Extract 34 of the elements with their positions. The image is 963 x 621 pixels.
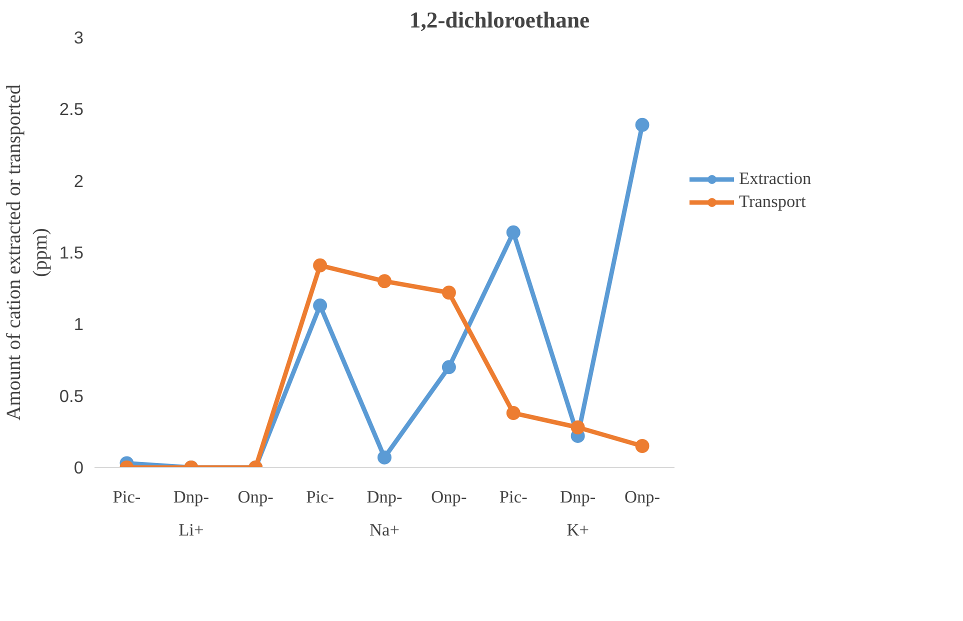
- point: [313, 258, 328, 272]
- point: [506, 225, 520, 240]
- y-tick-label: 0: [74, 458, 84, 478]
- point: [442, 286, 456, 300]
- point: [378, 450, 392, 464]
- point: [635, 118, 650, 132]
- x-tick-label: Onp-: [238, 488, 274, 506]
- x-tick-label: Onp-: [431, 488, 467, 506]
- legend-label: Transport: [739, 192, 806, 212]
- y-axis-title: Amount of cation extracted or transported (ppm): [3, 84, 52, 420]
- y-tick-label: 2: [74, 170, 84, 191]
- x-tick-label: Dnp-: [173, 488, 210, 506]
- text: Li+: [178, 520, 204, 540]
- text: Na+: [370, 520, 400, 540]
- x-tick-label: Dnp-: [366, 488, 403, 506]
- point: [506, 406, 520, 420]
- point: [635, 439, 650, 453]
- x-tick-label: Onp-: [624, 488, 660, 506]
- x-tick-label: Pic-: [112, 488, 141, 506]
- legend-label: Extraction: [739, 169, 812, 189]
- text: K+: [566, 520, 589, 540]
- y-tick-label: 2.5: [59, 99, 84, 120]
- y-tick-label: 3: [74, 28, 84, 48]
- point: [313, 298, 328, 313]
- x-tick-label: Dnp-: [560, 488, 596, 506]
- point: [570, 420, 585, 434]
- point: [378, 274, 392, 288]
- point: [442, 360, 456, 374]
- y-tick-label: 1: [74, 314, 84, 334]
- chart-title: 1,2-dichloroethane: [409, 8, 590, 32]
- x-tick-label: Pic-: [306, 488, 334, 506]
- x-tick-label: Pic-: [499, 488, 528, 506]
- y-tick-label: 0.5: [59, 386, 84, 406]
- y-tick-label: 1.5: [59, 242, 84, 262]
